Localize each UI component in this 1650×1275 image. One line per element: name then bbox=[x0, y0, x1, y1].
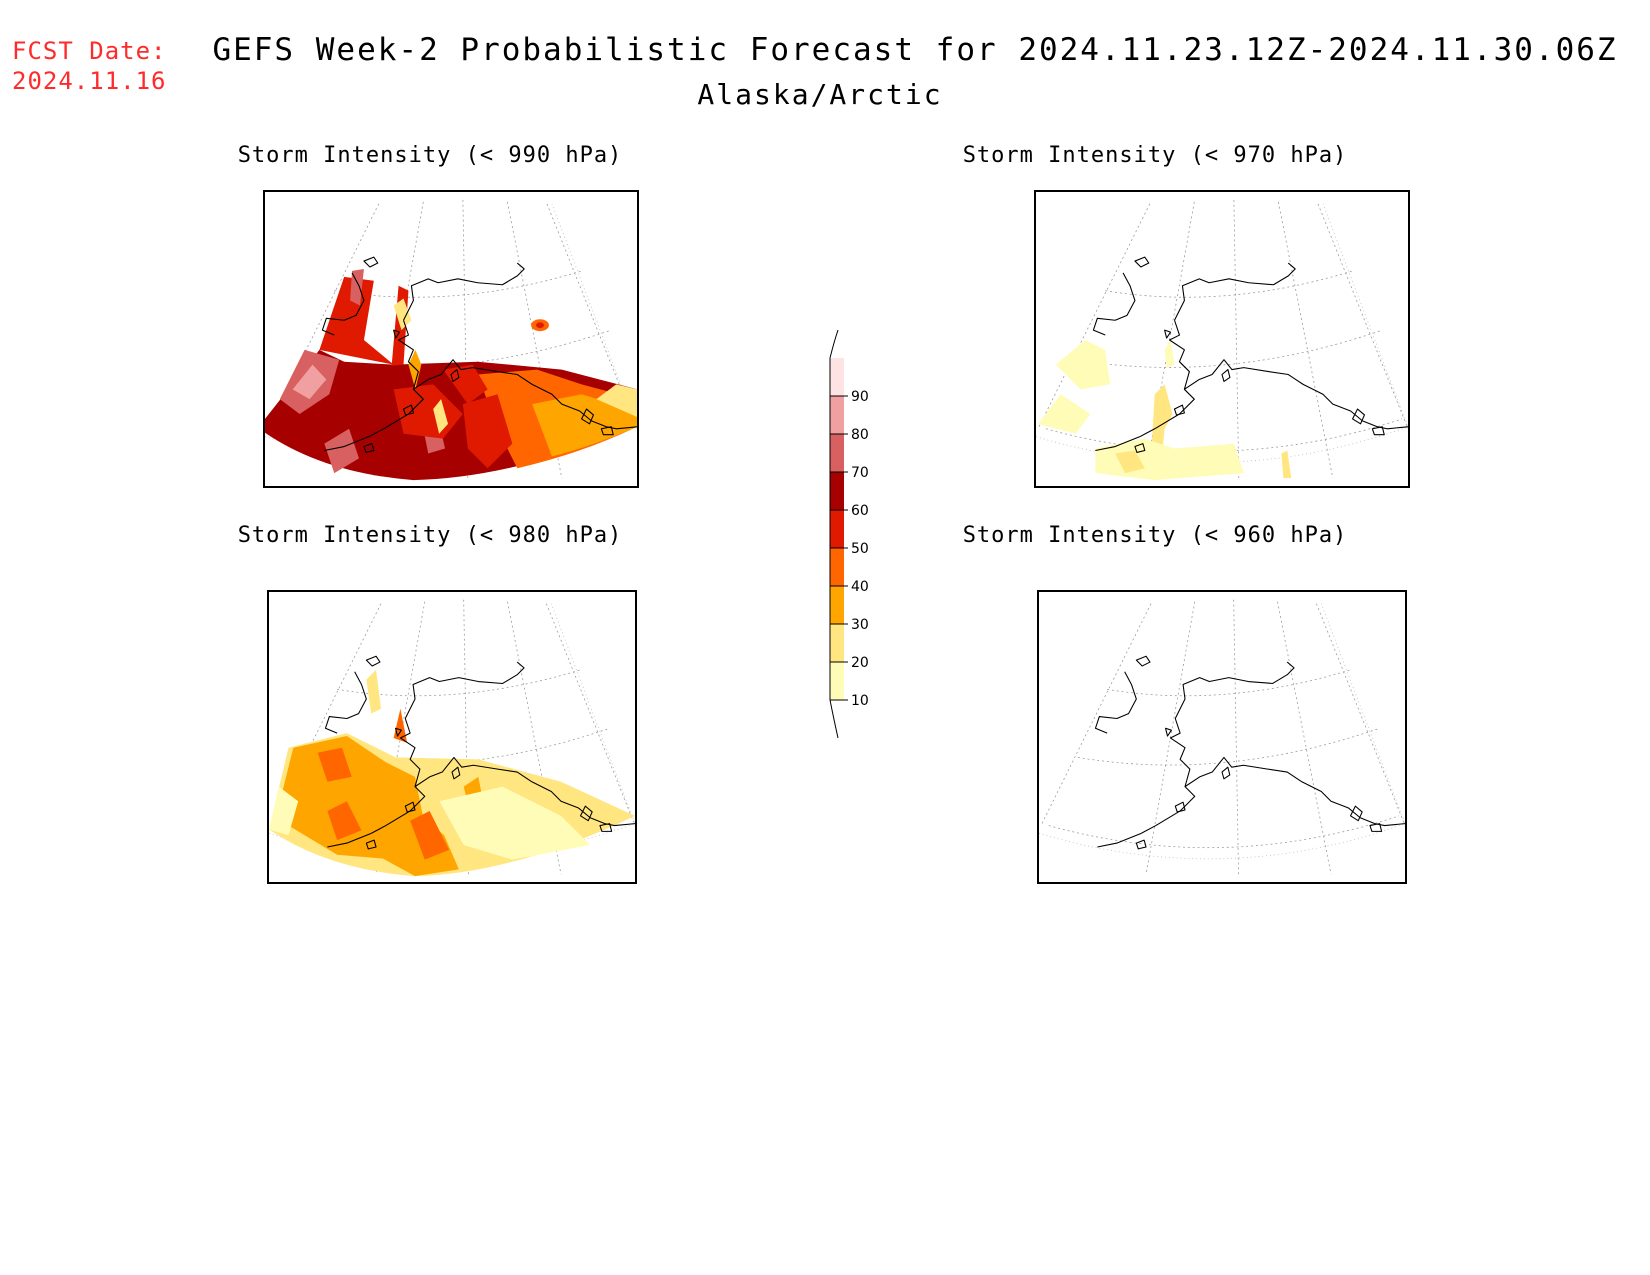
map-panel-970 bbox=[1034, 190, 1410, 488]
legend-label-60: 60 bbox=[851, 503, 869, 519]
coastline bbox=[321, 256, 637, 453]
forecast-date-label: FCST Date: bbox=[12, 37, 167, 65]
legend-label-80: 80 bbox=[851, 427, 869, 443]
legend-swatch-90 bbox=[830, 358, 844, 396]
coastline bbox=[1094, 655, 1405, 850]
coastline bbox=[1092, 256, 1408, 453]
page-subtitle: Alaska/Arctic bbox=[697, 78, 943, 111]
legend-label-40: 40 bbox=[851, 579, 869, 595]
map-svg-980 bbox=[269, 599, 635, 877]
legend-swatch-40 bbox=[830, 548, 844, 586]
legend-swatch-10 bbox=[830, 662, 844, 700]
map-panel-960 bbox=[1037, 590, 1407, 884]
legend-label-70: 70 bbox=[851, 465, 869, 481]
legend-swatch-80 bbox=[830, 396, 844, 434]
legend-tail-top bbox=[829, 330, 839, 359]
legend-label-30: 30 bbox=[851, 617, 869, 633]
legend-swatch-20 bbox=[830, 624, 844, 662]
map-panel-990 bbox=[263, 190, 639, 488]
legend-swatch-60 bbox=[830, 472, 844, 510]
legend-swatch-30 bbox=[830, 586, 844, 624]
forecast-date-block: FCST Date: 2024.11.16 bbox=[12, 36, 167, 96]
map-panel-980 bbox=[267, 590, 637, 884]
page-title: GEFS Week-2 Probabilistic Forecast for 2… bbox=[212, 32, 1618, 68]
probability-shading bbox=[265, 268, 637, 481]
map-svg-990 bbox=[265, 199, 637, 481]
color-legend: 10 20 30 40 50 60 70 80 90 bbox=[820, 330, 900, 750]
legend-label-90: 90 bbox=[851, 389, 869, 405]
color-legend-bar: 10 20 30 40 50 60 70 80 90 bbox=[829, 330, 869, 739]
forecast-date-value: 2024.11.16 bbox=[12, 67, 167, 95]
panel-title-990: Storm Intensity (< 990 hPa) bbox=[237, 143, 623, 168]
legend-swatch-50 bbox=[830, 510, 844, 548]
probability-shading bbox=[269, 669, 635, 877]
graticule bbox=[1036, 199, 1408, 479]
panel-title-960: Storm Intensity (< 960 hPa) bbox=[962, 523, 1348, 548]
graticule bbox=[1039, 599, 1405, 875]
legend-label-10: 10 bbox=[851, 693, 869, 709]
map-svg-960 bbox=[1039, 599, 1405, 875]
legend-swatch-70 bbox=[830, 434, 844, 472]
legend-label-50: 50 bbox=[851, 541, 869, 557]
panel-title-980: Storm Intensity (< 980 hPa) bbox=[237, 523, 623, 548]
probability-shading bbox=[1037, 339, 1292, 481]
coastline bbox=[324, 655, 635, 850]
map-svg-970 bbox=[1036, 199, 1408, 481]
legend-label-20: 20 bbox=[851, 655, 869, 671]
panel-title-970: Storm Intensity (< 970 hPa) bbox=[962, 143, 1348, 168]
legend-tail-bottom bbox=[829, 699, 839, 739]
